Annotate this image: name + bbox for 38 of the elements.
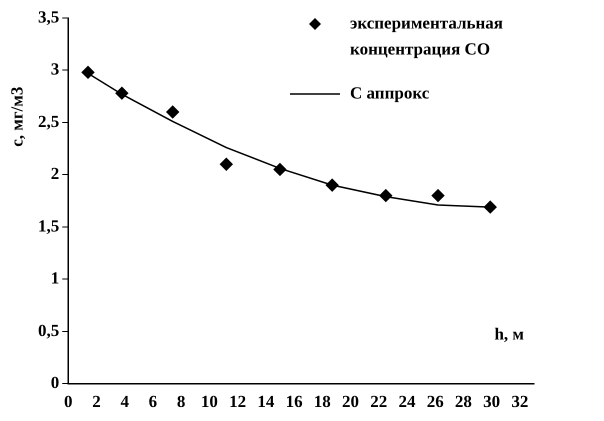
legend-label: экспериментальная концентрация CO: [350, 13, 503, 58]
x-tick-label: 28: [454, 392, 472, 412]
x-tick-label: 22: [370, 392, 388, 412]
point: [484, 200, 497, 214]
x-axis-title: h, м: [494, 324, 524, 344]
point: [326, 178, 339, 192]
point: [379, 189, 392, 202]
x-tick-label: 0: [64, 392, 72, 412]
legend-label: C аппрокс: [350, 83, 430, 102]
y-tick-label: 2,5: [38, 112, 60, 131]
y-tick-label: 0: [50, 372, 60, 392]
x-tick-label: 2: [92, 392, 101, 412]
x-tick-label: 12: [229, 392, 246, 412]
y-axis-title: c, мг/м3: [7, 86, 26, 147]
point: [220, 158, 233, 171]
x-tick-label: 4: [120, 392, 130, 412]
x-tick-label: 10: [200, 392, 218, 412]
point: [166, 106, 180, 119]
x-tick-label: 18: [314, 392, 331, 412]
point: [115, 86, 128, 100]
y-tick-label: 2: [50, 164, 60, 184]
x-tick-label: 24: [398, 392, 416, 412]
point: [432, 189, 445, 202]
y-tick-label: 1,5: [38, 216, 60, 236]
x-tick-label: 8: [176, 392, 186, 412]
x-tick-label: 16: [286, 392, 303, 412]
y-tick-label: 3,5: [38, 7, 60, 26]
x-tick-label: 32: [511, 392, 528, 412]
x-tick-label: 26: [426, 392, 444, 412]
y-tick-label: 3: [50, 60, 60, 79]
x-tick-label: 6: [148, 392, 158, 412]
x-tick-label: 14: [257, 392, 275, 412]
x-tick-label: 20: [342, 392, 360, 412]
point: [82, 66, 95, 79]
point: [273, 162, 286, 176]
x-tick-label: 30: [483, 392, 500, 412]
y-tick-label: 1: [50, 268, 60, 288]
y-tick-label: 0,5: [38, 320, 60, 340]
